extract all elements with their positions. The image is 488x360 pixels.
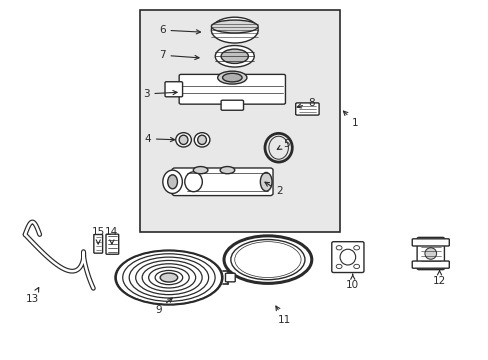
Text: 6: 6 [159, 25, 200, 35]
Ellipse shape [160, 273, 177, 282]
Ellipse shape [217, 71, 246, 84]
Ellipse shape [184, 172, 202, 192]
Text: 12: 12 [432, 270, 445, 286]
Ellipse shape [222, 73, 242, 82]
Text: 2: 2 [264, 182, 282, 197]
Text: 8: 8 [297, 98, 314, 108]
Text: 4: 4 [144, 134, 174, 144]
Ellipse shape [424, 248, 436, 259]
Ellipse shape [215, 45, 254, 67]
FancyBboxPatch shape [295, 103, 319, 115]
Ellipse shape [260, 172, 271, 191]
Circle shape [335, 264, 341, 269]
Circle shape [353, 246, 359, 250]
FancyBboxPatch shape [164, 82, 182, 97]
Text: 3: 3 [142, 89, 177, 99]
Circle shape [353, 264, 359, 269]
Ellipse shape [211, 17, 258, 43]
FancyBboxPatch shape [106, 234, 119, 254]
Ellipse shape [220, 167, 234, 174]
FancyBboxPatch shape [221, 100, 243, 110]
Circle shape [335, 246, 341, 250]
Text: 9: 9 [155, 298, 172, 315]
FancyBboxPatch shape [416, 237, 444, 270]
Ellipse shape [197, 135, 206, 144]
Text: 15: 15 [91, 227, 104, 244]
Ellipse shape [339, 249, 355, 265]
FancyBboxPatch shape [94, 234, 102, 253]
FancyBboxPatch shape [172, 168, 272, 195]
Ellipse shape [175, 133, 191, 147]
FancyBboxPatch shape [411, 239, 448, 246]
Text: 11: 11 [275, 306, 290, 325]
Text: 14: 14 [105, 227, 118, 244]
FancyBboxPatch shape [331, 242, 363, 273]
Ellipse shape [167, 175, 177, 189]
FancyBboxPatch shape [225, 273, 235, 282]
Text: 7: 7 [159, 50, 199, 60]
Text: 5: 5 [277, 139, 289, 149]
Ellipse shape [221, 49, 248, 63]
Bar [140, 10, 339, 232]
FancyBboxPatch shape [411, 261, 448, 268]
Text: 10: 10 [346, 274, 359, 290]
Ellipse shape [193, 167, 207, 174]
Ellipse shape [163, 170, 182, 193]
Ellipse shape [194, 133, 209, 147]
Ellipse shape [179, 135, 187, 144]
Text: 13: 13 [26, 288, 39, 304]
Text: 1: 1 [343, 111, 358, 128]
FancyBboxPatch shape [179, 75, 285, 104]
Ellipse shape [211, 20, 258, 33]
